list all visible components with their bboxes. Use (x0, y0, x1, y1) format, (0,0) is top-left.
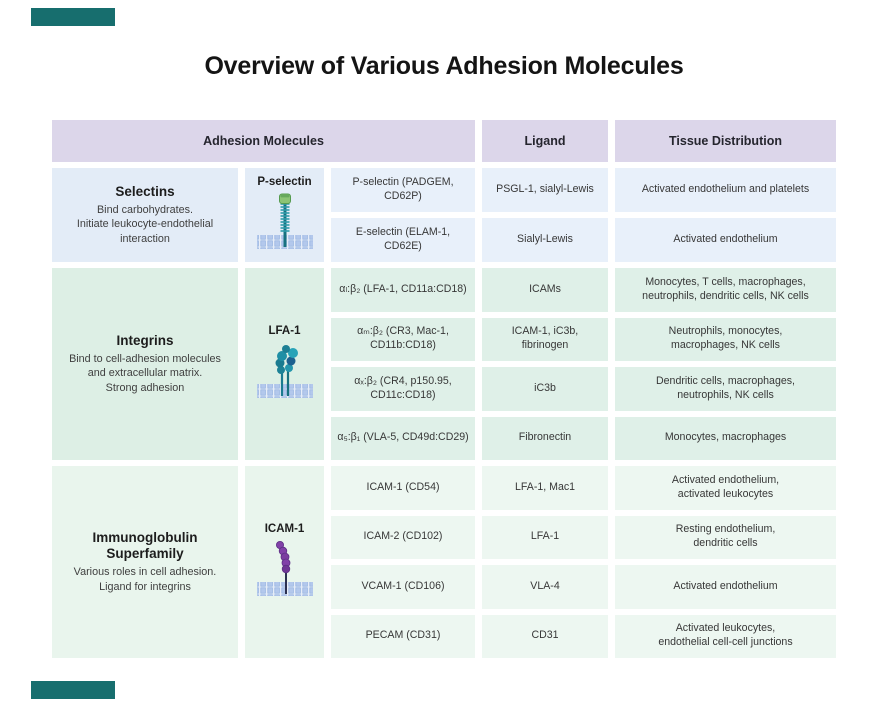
page-title: Overview of Various Adhesion Molecules (204, 52, 684, 80)
tissue-cell: Neutrophils, monocytes, macrophages, NK … (615, 317, 836, 361)
molecule-cell: αₗ:β₂ (LFA-1, CD11a:CD18) (331, 268, 475, 312)
molecule-cell: αₓ:β₂ (CR4, p150.95, CD11c:CD18) (331, 367, 475, 411)
section-immunoglobulin-superfamily: Immunoglobulin Superfamily Various roles… (52, 466, 836, 658)
category-cell-immunoglobulin: Immunoglobulin Superfamily Various roles… (52, 466, 238, 658)
ligand-cell: Fibronectin (482, 416, 608, 460)
section-selectins: Selectins Bind carbohydrates. Initiate l… (52, 168, 836, 262)
decoration-bar-top (31, 8, 115, 26)
icam-1-molecule-icon (256, 540, 313, 596)
category-cell-selectins: Selectins Bind carbohydrates. Initiate l… (52, 168, 238, 262)
adhesion-molecules-table: Adhesion Molecules Ligand Tissue Distrib… (52, 120, 836, 664)
tissue-cell: Monocytes, macrophages (615, 416, 836, 460)
decoration-bar-bottom (31, 681, 115, 699)
ligand-cell: ICAMs (482, 268, 608, 312)
tissue-cell: Monocytes, T cells, macrophages, neutrop… (615, 268, 836, 312)
lfa-1-molecule-icon (256, 344, 313, 398)
category-description: Bind to cell-adhesion molecules and extr… (69, 352, 221, 394)
table-header-row: Adhesion Molecules Ligand Tissue Distrib… (52, 120, 836, 162)
ligand-cell: LFA-1 (482, 515, 608, 559)
illustration-cell-selectins: P-selectin (245, 168, 324, 262)
molecule-cell: ICAM-1 (CD54) (331, 466, 475, 510)
ligand-cell: Sialyl-Lewis (482, 218, 608, 262)
header-ligand: Ligand (482, 120, 608, 162)
header-adhesion-molecules: Adhesion Molecules (52, 120, 475, 162)
illustration-cell-immunoglobulin: ICAM-1 (245, 466, 324, 658)
ligand-cell: ICAM-1, iC3b, fibrinogen (482, 317, 608, 361)
tissue-cell: Activated endothelium (615, 218, 836, 262)
category-name: Immunoglobulin Superfamily (92, 529, 198, 562)
molecule-cell: αₘ:β₂ (CR3, Mac-1, CD11b:CD18) (331, 317, 475, 361)
molecule-cell: VCAM-1 (CD106) (331, 565, 475, 609)
section-integrins: Integrins Bind to cell-adhesion molecule… (52, 268, 836, 460)
ligand-cell: PSGL-1, sialyl-Lewis (482, 168, 608, 212)
tissue-cell: Resting endothelium, dendritic cells (615, 515, 836, 559)
ligand-cell: CD31 (482, 614, 608, 658)
molecule-cell: ICAM-2 (CD102) (331, 515, 475, 559)
molecule-cell: α₅:β₁ (VLA-5, CD49d:CD29) (331, 416, 475, 460)
tissue-cell: Activated endothelium and platelets (615, 168, 836, 212)
tissue-cell: Activated leukocytes, endothelial cell-c… (615, 614, 836, 658)
illustration-cell-integrins: LFA-1 (245, 268, 324, 460)
molecule-label: P-selectin (257, 175, 312, 188)
category-cell-integrins: Integrins Bind to cell-adhesion molecule… (52, 268, 238, 460)
molecule-cell: P-selectin (PADGEM, CD62P) (331, 168, 475, 212)
ligand-cell: VLA-4 (482, 565, 608, 609)
tissue-cell: Activated endothelium, activated leukocy… (615, 466, 836, 510)
ligand-cell: iC3b (482, 367, 608, 411)
molecule-label: LFA-1 (268, 324, 301, 337)
category-description: Various roles in cell adhesion. Ligand f… (73, 566, 217, 593)
p-selectin-molecule-icon (256, 193, 313, 249)
ligand-cell: LFA-1, Mac1 (482, 466, 608, 510)
category-name: Integrins (116, 332, 174, 348)
category-description: Bind carbohydrates. Initiate leukocyte-e… (76, 203, 214, 245)
tissue-cell: Activated endothelium (615, 565, 836, 609)
molecule-cell: PECAM (CD31) (331, 614, 475, 658)
tissue-cell: Dendritic cells, macrophages, neutrophil… (615, 367, 836, 411)
molecule-label: ICAM-1 (264, 522, 305, 535)
category-name: Selectins (115, 183, 175, 199)
molecule-cell: E-selectin (ELAM-1, CD62E) (331, 218, 475, 262)
header-tissue-distribution: Tissue Distribution (615, 120, 836, 162)
